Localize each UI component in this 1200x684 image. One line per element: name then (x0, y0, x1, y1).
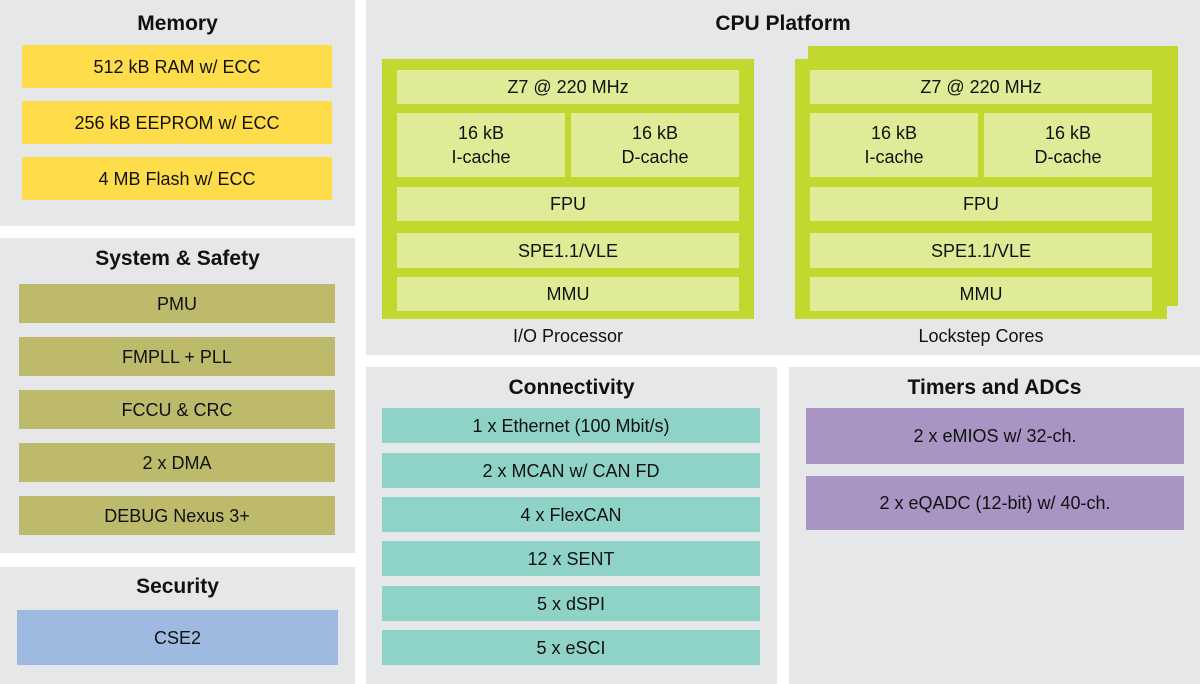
fpu-block: FPU (397, 187, 739, 221)
panel-title: Security (136, 575, 219, 598)
panel-title: System & Safety (95, 247, 260, 270)
system-block: FCCU & CRC (19, 390, 335, 429)
panel-title: CPU Platform (715, 12, 851, 35)
memory-block: 512 kB RAM w/ ECC (22, 45, 332, 88)
connectivity-block: 4 x FlexCAN (382, 497, 760, 532)
system-block: PMU (19, 284, 335, 323)
panel-title: Memory (137, 12, 218, 35)
icache-block: 16 kB I-cache (810, 113, 978, 177)
connectivity-block: 1 x Ethernet (100 Mbit/s) (382, 408, 760, 443)
timer-block: 2 x eQADC (12-bit) w/ 40-ch. (806, 476, 1184, 530)
connectivity-block: 12 x SENT (382, 541, 760, 576)
system-block: DEBUG Nexus 3+ (19, 496, 335, 535)
system-block: FMPLL + PLL (19, 337, 335, 376)
memory-block: 256 kB EEPROM w/ ECC (22, 101, 332, 144)
memory-block: 4 MB Flash w/ ECC (22, 157, 332, 200)
system-block: 2 x DMA (19, 443, 335, 482)
panel-title: Timers and ADCs (907, 376, 1082, 399)
spe-block: SPE1.1/VLE (397, 233, 739, 268)
icache-block: 16 kB I-cache (397, 113, 565, 177)
core-block: Z7 @ 220 MHz (810, 70, 1152, 104)
panel-title: Connectivity (508, 376, 635, 399)
core-label: Lockstep Cores (918, 326, 1044, 346)
spe-block: SPE1.1/VLE (810, 233, 1152, 268)
connectivity-block: 2 x MCAN w/ CAN FD (382, 453, 760, 488)
connectivity-block: 5 x eSCI (382, 630, 760, 665)
timer-block: 2 x eMIOS w/ 32-ch. (806, 408, 1184, 464)
security-block: CSE2 (17, 610, 338, 665)
mmu-block: MMU (810, 277, 1152, 311)
mmu-block: MMU (397, 277, 739, 311)
dcache-block: 16 kB D-cache (571, 113, 739, 177)
dcache-block: 16 kB D-cache (984, 113, 1152, 177)
connectivity-block: 5 x dSPI (382, 586, 760, 621)
core-block: Z7 @ 220 MHz (397, 70, 739, 104)
fpu-block: FPU (810, 187, 1152, 221)
core-label: I/O Processor (512, 326, 624, 346)
